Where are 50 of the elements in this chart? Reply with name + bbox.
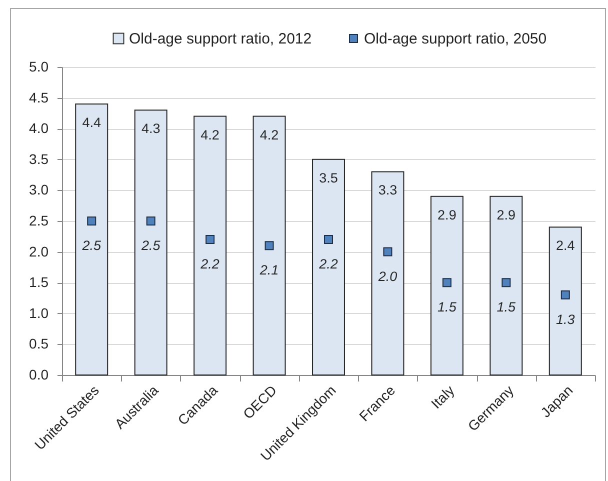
data-label: 1.3	[556, 312, 576, 327]
y-tick-label: 1.0	[29, 304, 49, 321]
y-tick-label: 1.5	[29, 274, 49, 290]
y-tick-label: 3.5	[29, 150, 49, 167]
bar	[548, 226, 582, 376]
data-label: 2.0	[377, 268, 398, 284]
data-label: 2.9	[438, 207, 456, 222]
data-label: 2.2	[200, 256, 220, 272]
data-label: 2.1	[258, 262, 279, 278]
bar	[134, 110, 168, 376]
y-tick-label: 2.5	[29, 212, 49, 228]
data-label: 1.5	[438, 300, 457, 315]
data-label: 3.5	[319, 170, 338, 186]
point	[146, 216, 156, 226]
point	[383, 247, 392, 256]
bar	[75, 103, 108, 376]
y-tick-label: 4.5	[29, 89, 49, 106]
data-label: 3.3	[378, 182, 398, 198]
point	[442, 278, 452, 288]
legend-label: Old-age support ratio, 2050	[364, 30, 547, 48]
bar	[430, 196, 464, 376]
data-label: 2.5	[140, 238, 161, 253]
x-tick-label: Italy	[428, 382, 458, 412]
bar	[490, 196, 523, 376]
y-tick-label: 2.0	[29, 243, 49, 260]
bar	[194, 116, 227, 376]
point	[87, 216, 96, 226]
data-label: 2.9	[496, 207, 516, 222]
point	[502, 278, 511, 288]
y-tick-label: 0.5	[29, 336, 49, 352]
y-tick-label: 5.0	[29, 58, 49, 74]
bar	[371, 171, 404, 376]
data-label: 4.2	[200, 127, 220, 142]
bar	[252, 116, 286, 376]
point	[206, 234, 215, 244]
data-label: 2.4	[556, 238, 576, 254]
y-tick-label: 0.0	[29, 366, 49, 382]
data-label: 1.5	[496, 300, 516, 315]
point	[560, 290, 570, 300]
data-label: 2.2	[318, 256, 338, 272]
data-label: 2.5	[81, 238, 102, 253]
bar	[312, 158, 345, 376]
data-label: 4.4	[82, 114, 102, 130]
data-label: 4.2	[260, 127, 279, 142]
point	[264, 241, 274, 250]
data-label: 4.3	[141, 121, 160, 136]
y-tick-label: 4.0	[29, 120, 49, 136]
legend-label: Old-age support ratio, 2012	[129, 30, 312, 48]
y-tick-label: 3.0	[29, 182, 49, 198]
point	[324, 234, 333, 244]
